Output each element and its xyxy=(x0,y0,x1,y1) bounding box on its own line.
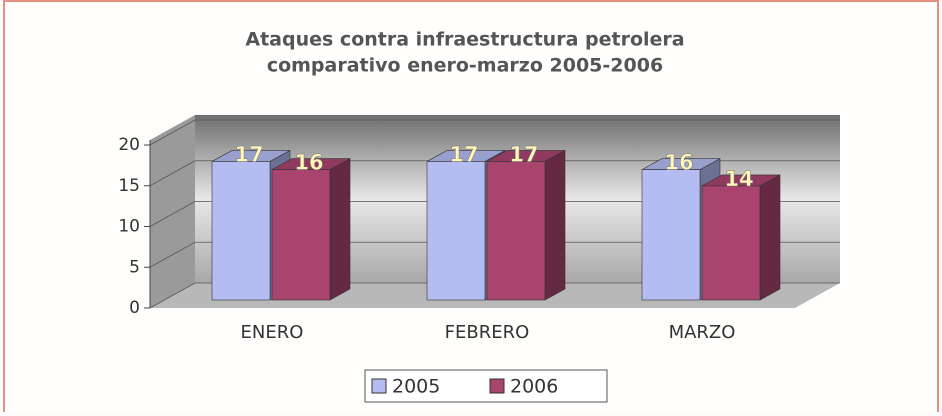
data-label: 17 xyxy=(234,142,263,166)
chart-title: comparativo enero-marzo 2005-2006 xyxy=(267,55,663,77)
bar-face xyxy=(329,158,351,301)
x-tick-label: ENERO xyxy=(241,322,304,343)
grid-line xyxy=(149,160,840,187)
grid-line xyxy=(149,241,840,268)
legend xyxy=(364,369,608,403)
x-tick-label: FEBRERO xyxy=(445,322,530,343)
side-wall xyxy=(150,115,195,308)
data-label: 14 xyxy=(724,167,753,191)
bar-face xyxy=(544,149,566,301)
bar xyxy=(486,149,566,301)
bar-face xyxy=(211,161,271,301)
bar xyxy=(701,174,781,301)
grid-line xyxy=(149,119,840,146)
legend-swatch xyxy=(371,378,387,394)
bar-face xyxy=(486,161,546,301)
grid-line xyxy=(149,201,840,227)
chart-title: Ataques contra infraestructura petrolera xyxy=(245,29,684,51)
bar-face xyxy=(759,174,781,301)
grid-line xyxy=(149,282,840,309)
x-tick-label: MARZO xyxy=(669,322,736,343)
data-label: 16 xyxy=(664,151,693,175)
data-label: 16 xyxy=(294,151,323,175)
bar-face xyxy=(641,169,701,301)
legend-label: 2005 xyxy=(392,376,440,398)
y-tick-label: 20 xyxy=(118,135,140,155)
legend-label: 2006 xyxy=(510,376,558,398)
y-tick-label: 0 xyxy=(129,298,140,318)
bar xyxy=(271,158,351,301)
y-tick-label: 5 xyxy=(129,257,140,277)
bar-face xyxy=(426,161,486,301)
y-tick-label: 10 xyxy=(118,217,140,237)
y-tick-label: 15 xyxy=(118,176,140,196)
data-label: 17 xyxy=(449,142,478,166)
bar-face xyxy=(701,185,761,301)
legend-swatch xyxy=(489,378,505,394)
bar-face xyxy=(271,169,331,301)
data-label: 17 xyxy=(509,142,538,166)
